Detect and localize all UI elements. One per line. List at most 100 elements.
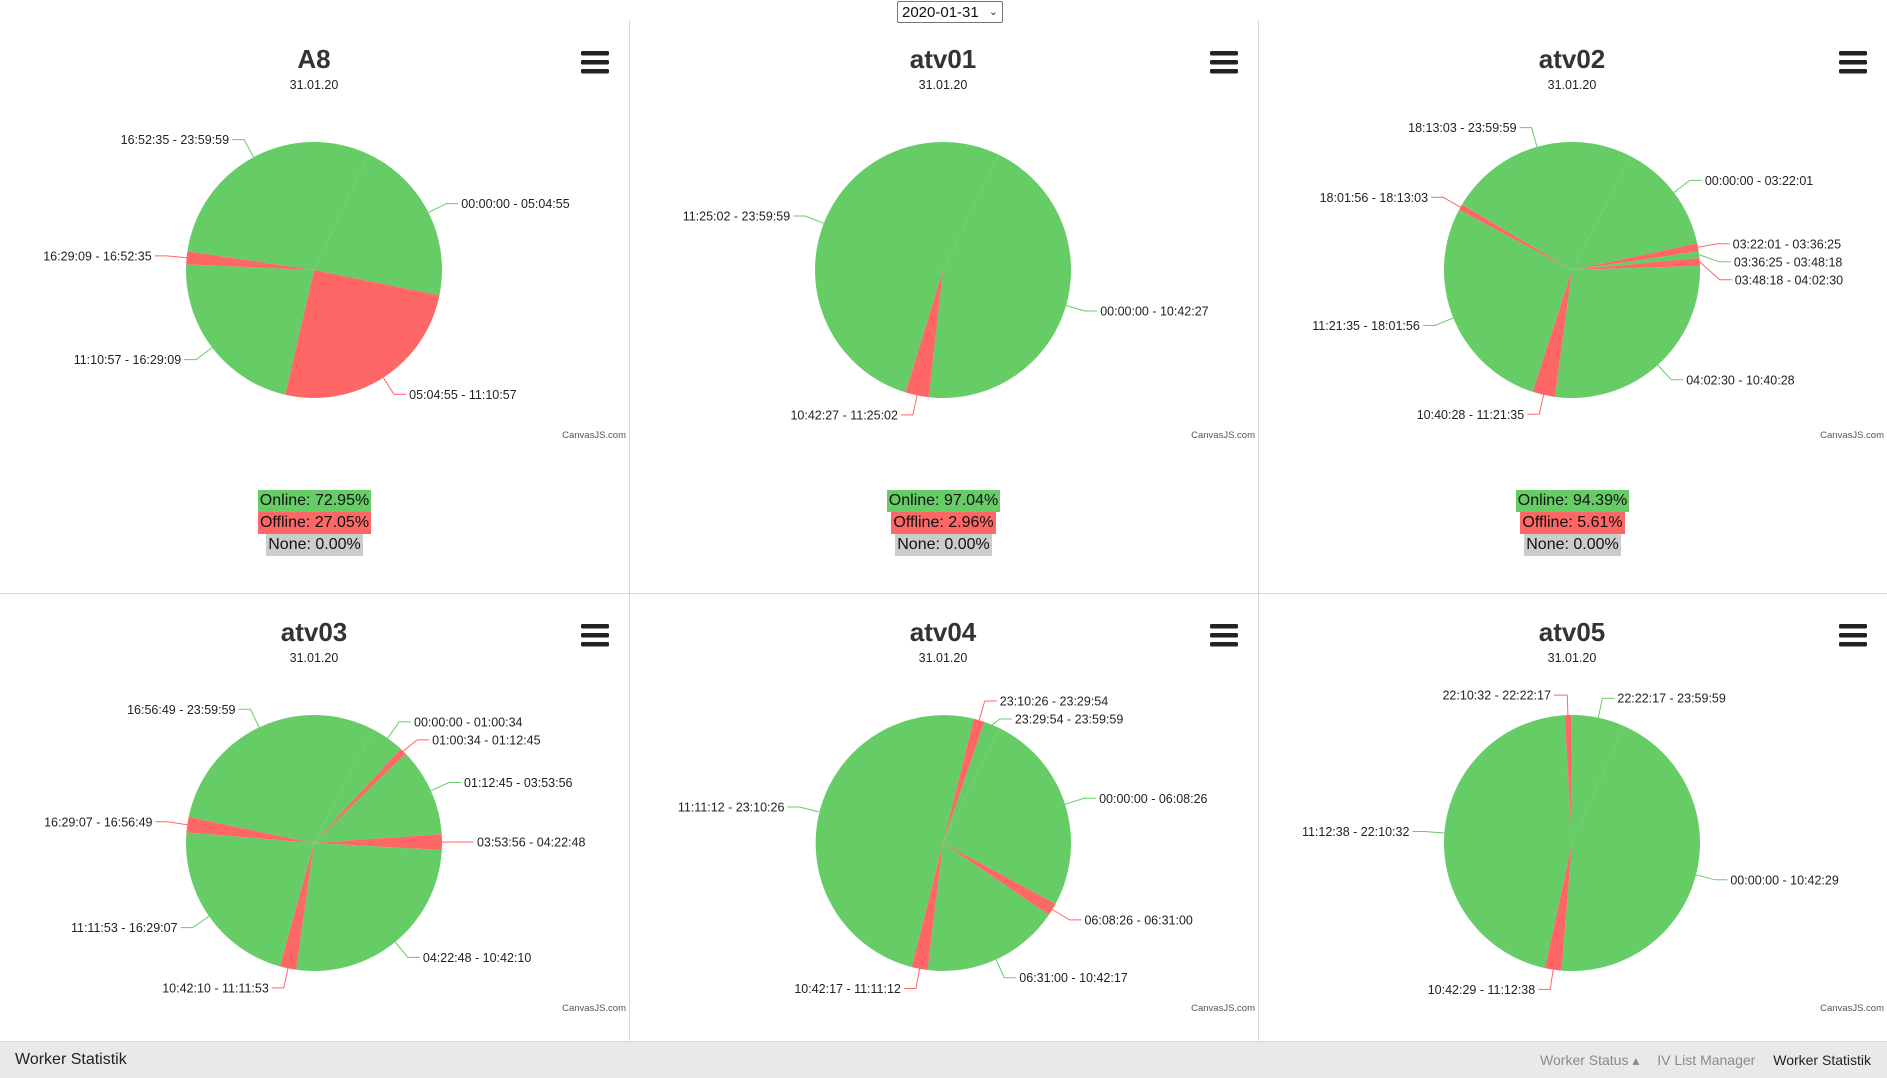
pie-slice[interactable] <box>185 264 314 395</box>
pie-slice[interactable] <box>911 843 943 971</box>
slice-leader-line <box>787 806 819 813</box>
chart-subtitle: 31.01.20 <box>1548 78 1597 92</box>
pie-slice[interactable] <box>1444 209 1572 392</box>
pie-slice[interactable] <box>943 843 1056 915</box>
pie-slice[interactable] <box>1532 270 1572 397</box>
pie-slice[interactable] <box>928 154 1072 399</box>
slice-label: 03:48:18 - 04:02:30 <box>1735 273 1843 287</box>
slice-leader-line <box>1065 305 1098 312</box>
date-select[interactable]: 2020-01-31 ⌄ <box>897 1 1003 23</box>
slice-leader-line <box>232 139 254 158</box>
chart-menu-icon[interactable] <box>1839 51 1867 74</box>
row-divider <box>0 593 1887 594</box>
chart-panel-atv02: atv02 31.01.20 CanvasJS.com 00:00:00 - 03:2… <box>1258 20 1887 593</box>
nav-worker-status[interactable]: Worker Status ▴ <box>1540 1052 1640 1068</box>
slice-label: 11:12:38 - 22:10:32 <box>1302 825 1410 839</box>
slice-label: 11:11:12 - 23:10:26 <box>678 801 785 815</box>
nav-worker-statistik[interactable]: Worker Statistik <box>1773 1052 1871 1068</box>
stat-online: Online: 97.04% <box>886 490 1001 512</box>
pie-slice[interactable] <box>1572 251 1700 270</box>
nav-iv-list-manager[interactable]: IV List Manager <box>1657 1052 1756 1068</box>
pie-slice[interactable] <box>943 728 1071 905</box>
pie-slice[interactable] <box>815 141 999 393</box>
pie-slice[interactable] <box>1564 715 1572 843</box>
canvasjs-watermark: CanvasJS.com <box>1191 1003 1255 1014</box>
chart-menu-icon[interactable] <box>581 624 609 647</box>
pie-slice[interactable] <box>279 843 314 970</box>
chart-subtitle: 31.01.20 <box>919 651 968 665</box>
chart-panel-atv01: atv01 31.01.20 CanvasJS.com 00:00:00 - 10:4… <box>629 20 1258 593</box>
pie-slice[interactable] <box>314 729 401 843</box>
slice-label: 05:04:55 - 11:10:57 <box>409 388 517 402</box>
chart-subtitle: 31.01.20 <box>1548 651 1597 665</box>
chart-panel-a8: A8 31.01.20 CanvasJS.com 00:00:00 - 05:04:5… <box>0 20 629 593</box>
pie-slice[interactable] <box>1561 726 1701 972</box>
pie-slice[interactable] <box>1462 141 1632 270</box>
pie-slice[interactable] <box>1571 714 1625 843</box>
pie-slice[interactable] <box>1459 204 1572 270</box>
chart-panel-atv03: atv03 31.01.20 CanvasJS.com 00:00:00 - 01:0… <box>0 593 629 1041</box>
canvasjs-watermark: CanvasJS.com <box>562 430 626 441</box>
chart-title: A8 <box>297 44 330 74</box>
slice-leader-line <box>793 215 824 224</box>
slice-leader-line <box>1431 196 1461 208</box>
slice-leader-line <box>903 968 921 989</box>
footer-bar: Worker Statistik Worker Status ▴ IV List… <box>0 1041 1887 1078</box>
pie-slice[interactable] <box>188 714 374 843</box>
stat-online: Online: 72.95% <box>257 490 372 512</box>
slice-label: 04:22:48 - 10:42:10 <box>423 951 531 965</box>
slice-leader-line <box>1657 364 1684 381</box>
canvasjs-watermark: CanvasJS.com <box>562 1003 626 1014</box>
slice-label: 23:10:26 - 23:29:54 <box>1000 695 1108 709</box>
slice-leader-line <box>402 739 430 752</box>
chart-menu-icon[interactable] <box>581 51 609 74</box>
chart-menu-icon[interactable] <box>1839 624 1867 647</box>
chart-title: atv04 <box>910 617 977 647</box>
pie-chart: atv01 31.01.20 CanvasJS.com 00:00:00 - 10:4… <box>683 44 1255 441</box>
pie-chart: A8 31.01.20 CanvasJS.com 00:00:00 - 05:04:5… <box>43 44 626 441</box>
pie-slice[interactable] <box>314 154 443 296</box>
slice-leader-line <box>1673 179 1702 193</box>
pie-slice[interactable] <box>314 748 406 843</box>
pie-slice[interactable] <box>186 832 314 967</box>
pie-slice[interactable] <box>1554 265 1700 398</box>
chart-panel-atv05: atv05 31.01.20 CanvasJS.com 22:22:17 - 23:5… <box>1258 593 1887 1041</box>
slice-leader-line <box>271 968 289 989</box>
pie-slice[interactable] <box>1443 715 1572 969</box>
pie-slice[interactable] <box>1544 843 1572 971</box>
pie-slice[interactable] <box>815 715 974 968</box>
chart-menu-icon[interactable] <box>1210 51 1238 74</box>
pie-slice[interactable] <box>285 270 440 398</box>
slice-leader-line <box>1527 394 1545 415</box>
pie-slice[interactable] <box>905 270 944 398</box>
slice-label: 04:02:30 - 10:40:28 <box>1686 373 1794 387</box>
slice-label: 10:42:29 - 11:12:38 <box>1428 983 1536 997</box>
pie-slice[interactable] <box>296 843 442 971</box>
pie-slice[interactable] <box>1572 156 1698 270</box>
slice-leader-line <box>180 915 210 929</box>
pie-slice[interactable] <box>314 834 443 851</box>
pie-slice[interactable] <box>943 721 1000 843</box>
slice-label: 10:42:17 - 11:11:12 <box>794 982 901 996</box>
slice-leader-line <box>1699 261 1732 281</box>
pie-slice[interactable] <box>186 817 314 843</box>
column-divider <box>1258 20 1259 1041</box>
pie-slice[interactable] <box>314 753 442 843</box>
slice-leader-line <box>387 721 412 739</box>
slice-leader-line <box>1697 243 1730 248</box>
chart-title: atv01 <box>910 44 977 74</box>
slice-label: 00:00:00 - 05:04:55 <box>461 197 569 211</box>
pie-slice[interactable] <box>186 251 314 270</box>
brand-title[interactable]: Worker Statistik <box>15 1051 127 1068</box>
pie-slice[interactable] <box>187 141 369 270</box>
slice-label: 00:00:00 - 06:08:26 <box>1099 792 1207 806</box>
slice-label: 16:29:07 - 16:56:49 <box>44 815 152 829</box>
chart-menu-icon[interactable] <box>1210 624 1238 647</box>
slice-label: 11:25:02 - 23:59:59 <box>683 209 791 223</box>
slice-label: 03:22:01 - 03:36:25 <box>1733 237 1841 251</box>
pie-slice[interactable] <box>943 718 985 843</box>
pie-slice[interactable] <box>1572 243 1699 270</box>
pie-slice[interactable] <box>1572 257 1700 270</box>
pie-slice[interactable] <box>927 843 1049 971</box>
pie-chart: atv04 31.01.20 CanvasJS.com 23:10:26 - 23:2… <box>678 617 1255 1014</box>
